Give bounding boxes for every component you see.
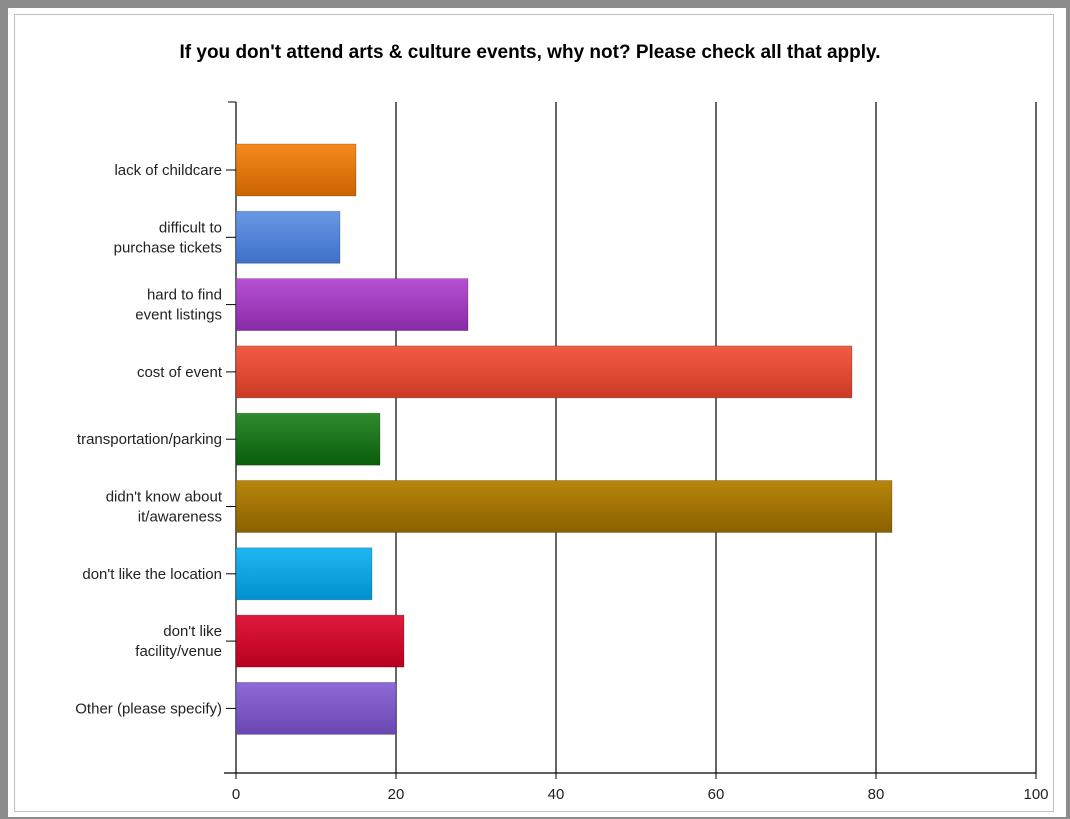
bar xyxy=(235,614,405,668)
category-label: transportation/parking xyxy=(77,431,222,448)
x-tick-label: 40 xyxy=(548,786,565,803)
x-tick-label: 0 xyxy=(232,786,240,803)
bar xyxy=(235,210,341,264)
category-label: hard to find xyxy=(147,287,222,304)
bar xyxy=(235,278,469,332)
category-label: lack of childcare xyxy=(114,162,222,179)
category-label: don't like xyxy=(163,623,222,640)
category-label: event listings xyxy=(135,307,222,324)
category-label: didn't know about xyxy=(106,489,223,506)
category-label: Other (please specify) xyxy=(75,700,222,717)
category-label: don't like the location xyxy=(82,566,222,583)
category-label: cost of event xyxy=(137,364,223,381)
category-label: purchase tickets xyxy=(114,239,222,256)
bar xyxy=(235,682,397,735)
chart-panel xyxy=(14,14,1054,812)
x-tick-label: 100 xyxy=(1023,786,1048,803)
x-tick-label: 20 xyxy=(388,786,405,803)
chart-title: If you don't attend arts & culture event… xyxy=(179,42,881,63)
x-tick-label: 60 xyxy=(708,786,725,803)
x-tick-label: 80 xyxy=(868,786,885,803)
category-label: it/awareness xyxy=(138,509,222,526)
category-label: difficult to xyxy=(159,219,222,236)
bar xyxy=(235,480,893,533)
bar xyxy=(235,143,357,197)
bar xyxy=(235,547,373,601)
bar xyxy=(235,345,853,399)
category-label: facility/venue xyxy=(135,643,222,660)
bar xyxy=(235,412,381,466)
